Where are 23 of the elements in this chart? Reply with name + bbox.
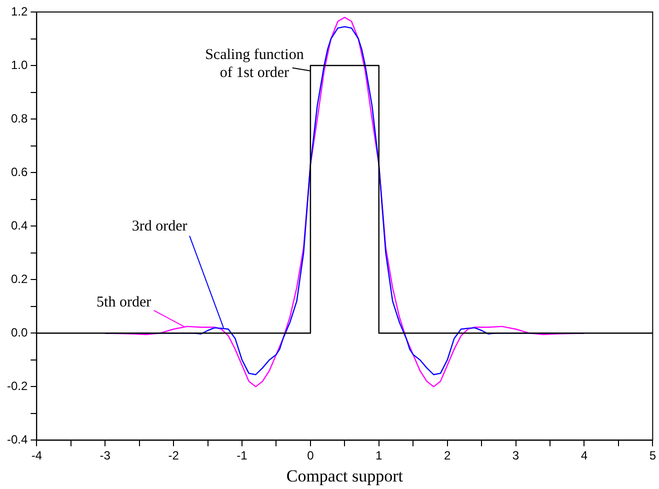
- x-tick-label: 0: [307, 448, 314, 463]
- annotation: 3rd order: [132, 218, 188, 235]
- y-tick-label: -0.4: [6, 432, 28, 447]
- y-tick-label: 0.0: [10, 325, 28, 340]
- annotation: 5th order: [96, 294, 152, 310]
- x-tick-label: -4: [31, 448, 42, 463]
- y-tick-label: 1.2: [10, 4, 28, 18]
- y-tick-label: -0.2: [6, 378, 28, 393]
- y-tick-label: 0.6: [10, 164, 28, 179]
- x-tick-label: 1: [376, 448, 383, 463]
- y-tick-label: 1.0: [10, 58, 28, 72]
- x-tick-label: 5: [649, 448, 656, 463]
- annotation: Scaling function of 1st order: [205, 46, 304, 81]
- x-tick-label: 4: [580, 448, 588, 463]
- y-tick-label: 0.8: [10, 111, 28, 126]
- y-tick-label: 0.2: [10, 272, 28, 286]
- x-tick-label: 2: [444, 448, 451, 463]
- x-tick-label: -1: [236, 448, 248, 463]
- x-axis-title: Compact support: [286, 466, 404, 486]
- y-tick-label: 0.4: [10, 218, 28, 232]
- x-tick-label: 3: [512, 448, 520, 463]
- x-tick-label: -3: [100, 448, 111, 463]
- x-tick-label: -2: [168, 448, 180, 463]
